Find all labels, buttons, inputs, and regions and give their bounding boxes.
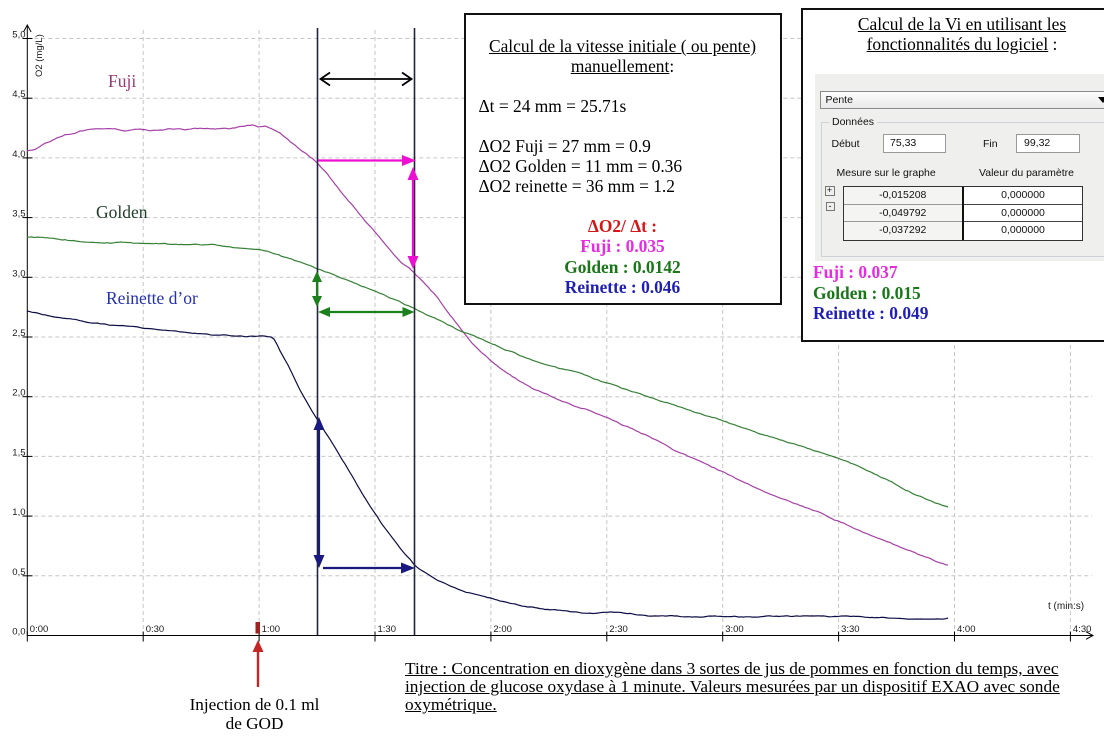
svg-text:3:00: 3:00: [725, 624, 744, 635]
svg-text:2,5: 2,5: [12, 328, 25, 339]
svg-text:2:00: 2:00: [493, 624, 512, 635]
svg-text:1,5: 1,5: [12, 447, 25, 458]
svg-text:2,0: 2,0: [12, 388, 25, 399]
svg-text:O2 (mg/L): O2 (mg/L): [34, 34, 45, 77]
svg-text:3:30: 3:30: [841, 624, 860, 635]
svg-text:4,0: 4,0: [12, 149, 25, 160]
svg-text:4:30: 4:30: [1073, 624, 1092, 635]
svg-text:3,0: 3,0: [12, 268, 25, 279]
svg-text:4,5: 4,5: [12, 89, 25, 100]
svg-text:0:00: 0:00: [30, 624, 49, 635]
svg-text:1,0: 1,0: [12, 507, 25, 518]
svg-text:t (min:s): t (min:s): [1048, 601, 1084, 612]
svg-text:1:00: 1:00: [262, 624, 281, 635]
svg-text:3,5: 3,5: [12, 209, 25, 220]
svg-text:4:00: 4:00: [957, 624, 976, 635]
svg-text:0,5: 0,5: [12, 567, 25, 578]
svg-text:0,0: 0,0: [12, 627, 25, 638]
svg-text:5,0: 5,0: [12, 30, 25, 41]
svg-text:0:30: 0:30: [146, 624, 165, 635]
svg-text:2:30: 2:30: [609, 624, 628, 635]
svg-text:1:30: 1:30: [378, 624, 397, 635]
